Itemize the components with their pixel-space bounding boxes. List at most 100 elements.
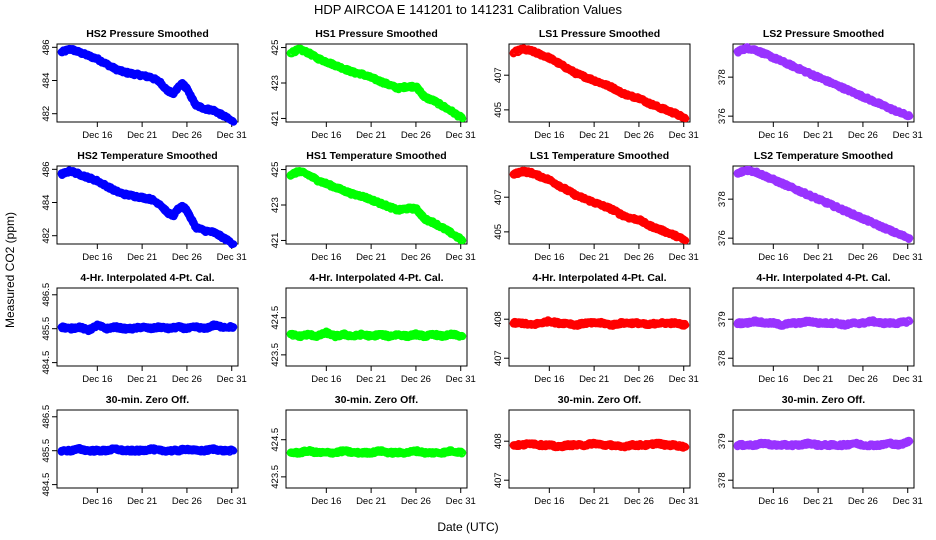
x-tick-label: Dec 31: [446, 496, 476, 507]
data-point: [885, 104, 894, 113]
data-point: [57, 48, 66, 57]
data-point: [111, 187, 119, 195]
data-point: [545, 176, 554, 184]
data-point: [832, 81, 840, 89]
data-point: [340, 65, 349, 73]
data-point: [458, 114, 467, 123]
data-point: [367, 195, 375, 204]
data-point: [868, 218, 876, 227]
x-tick-label: Dec 31: [669, 496, 699, 507]
y-tick-label: 378: [717, 191, 728, 207]
data-point: [394, 206, 402, 215]
data-point: [66, 324, 75, 333]
data-point: [652, 224, 661, 233]
data-point: [403, 82, 411, 91]
y-axis-label: Measured CO2 (ppm): [3, 212, 17, 328]
y-tick-label: 423.5: [270, 465, 281, 489]
data-point: [905, 112, 914, 120]
x-tick-label: Dec 16: [758, 496, 788, 507]
y-tick-label: 423.5: [270, 343, 281, 367]
data-point: [518, 45, 527, 54]
data-point: [187, 93, 196, 101]
data-point: [229, 323, 238, 331]
y-tick-label: 424.5: [270, 428, 281, 452]
data-point: [138, 71, 146, 80]
data-point: [147, 195, 155, 203]
data-point: [367, 73, 375, 82]
x-tick-label: Dec 31: [893, 252, 923, 263]
x-tick-label: Dec 16: [311, 496, 341, 507]
panel-title: 30-min. Zero Off.: [106, 394, 190, 406]
data-point: [626, 214, 634, 222]
data-point: [563, 64, 572, 73]
data-point: [322, 179, 331, 188]
x-tick-label: Dec 21: [356, 130, 386, 141]
data-points: [286, 167, 467, 245]
data-point: [192, 223, 200, 232]
x-tick-label: Dec 21: [356, 252, 386, 263]
x-tick-label: Dec 16: [758, 374, 788, 385]
data-point: [93, 177, 102, 185]
data-point: [210, 321, 218, 330]
data-point: [138, 193, 146, 202]
data-point: [876, 222, 885, 231]
data-point: [331, 183, 340, 192]
data-points: [57, 320, 238, 336]
data-point: [169, 90, 178, 98]
data-point: [219, 323, 227, 331]
data-point: [458, 236, 467, 245]
data-point: [421, 215, 429, 223]
data-point: [322, 57, 331, 66]
data-point: [183, 85, 191, 93]
data-point: [187, 215, 196, 223]
x-tick-label: Dec 26: [624, 374, 654, 385]
data-point: [93, 55, 102, 63]
data-point: [313, 54, 322, 63]
data-point: [429, 218, 438, 227]
data-point: [670, 109, 679, 118]
plot-frame: [508, 165, 691, 245]
x-tick-label: Dec 26: [172, 374, 202, 385]
data-point: [340, 187, 349, 195]
data-point: [178, 80, 187, 88]
data-point: [527, 169, 536, 177]
y-tick-label: 408: [493, 433, 504, 449]
x-tick-label: Dec 16: [534, 130, 564, 141]
data-point: [385, 81, 393, 89]
y-tick-label: 482: [41, 228, 52, 244]
data-point: [536, 172, 545, 181]
x-tick-label: Dec 26: [401, 496, 431, 507]
data-point: [518, 167, 527, 175]
data-point: [617, 210, 625, 219]
data-point: [286, 171, 295, 179]
data-point: [581, 73, 590, 81]
x-tick-label: Dec 16: [82, 374, 112, 385]
x-tick-label: Dec 31: [217, 374, 247, 385]
data-point: [219, 111, 227, 120]
x-tick-label: Dec 31: [217, 252, 247, 263]
data-point: [201, 324, 209, 333]
data-point: [412, 82, 420, 91]
x-tick-label: Dec 21: [127, 496, 157, 507]
y-tick-label: 376: [717, 108, 728, 124]
data-point: [438, 224, 447, 232]
data-points: [57, 443, 238, 456]
x-tick-label: Dec 21: [803, 252, 833, 263]
panel-title: 30-min. Zero Off.: [335, 394, 419, 406]
data-point: [644, 99, 652, 107]
x-tick-label: Dec 21: [127, 252, 157, 263]
data-point: [93, 321, 102, 330]
data-point: [219, 233, 227, 242]
data-points: [509, 166, 690, 245]
y-tick-label: 484: [41, 73, 52, 89]
data-point: [885, 226, 894, 235]
data-point: [138, 323, 146, 331]
y-tick-label: 408: [493, 311, 504, 327]
data-point: [742, 166, 751, 174]
data-point: [331, 61, 340, 70]
data-point: [183, 207, 191, 215]
y-tick-label: 379: [717, 311, 728, 327]
y-tick-label: 486.5: [41, 405, 52, 429]
data-points: [286, 327, 467, 342]
